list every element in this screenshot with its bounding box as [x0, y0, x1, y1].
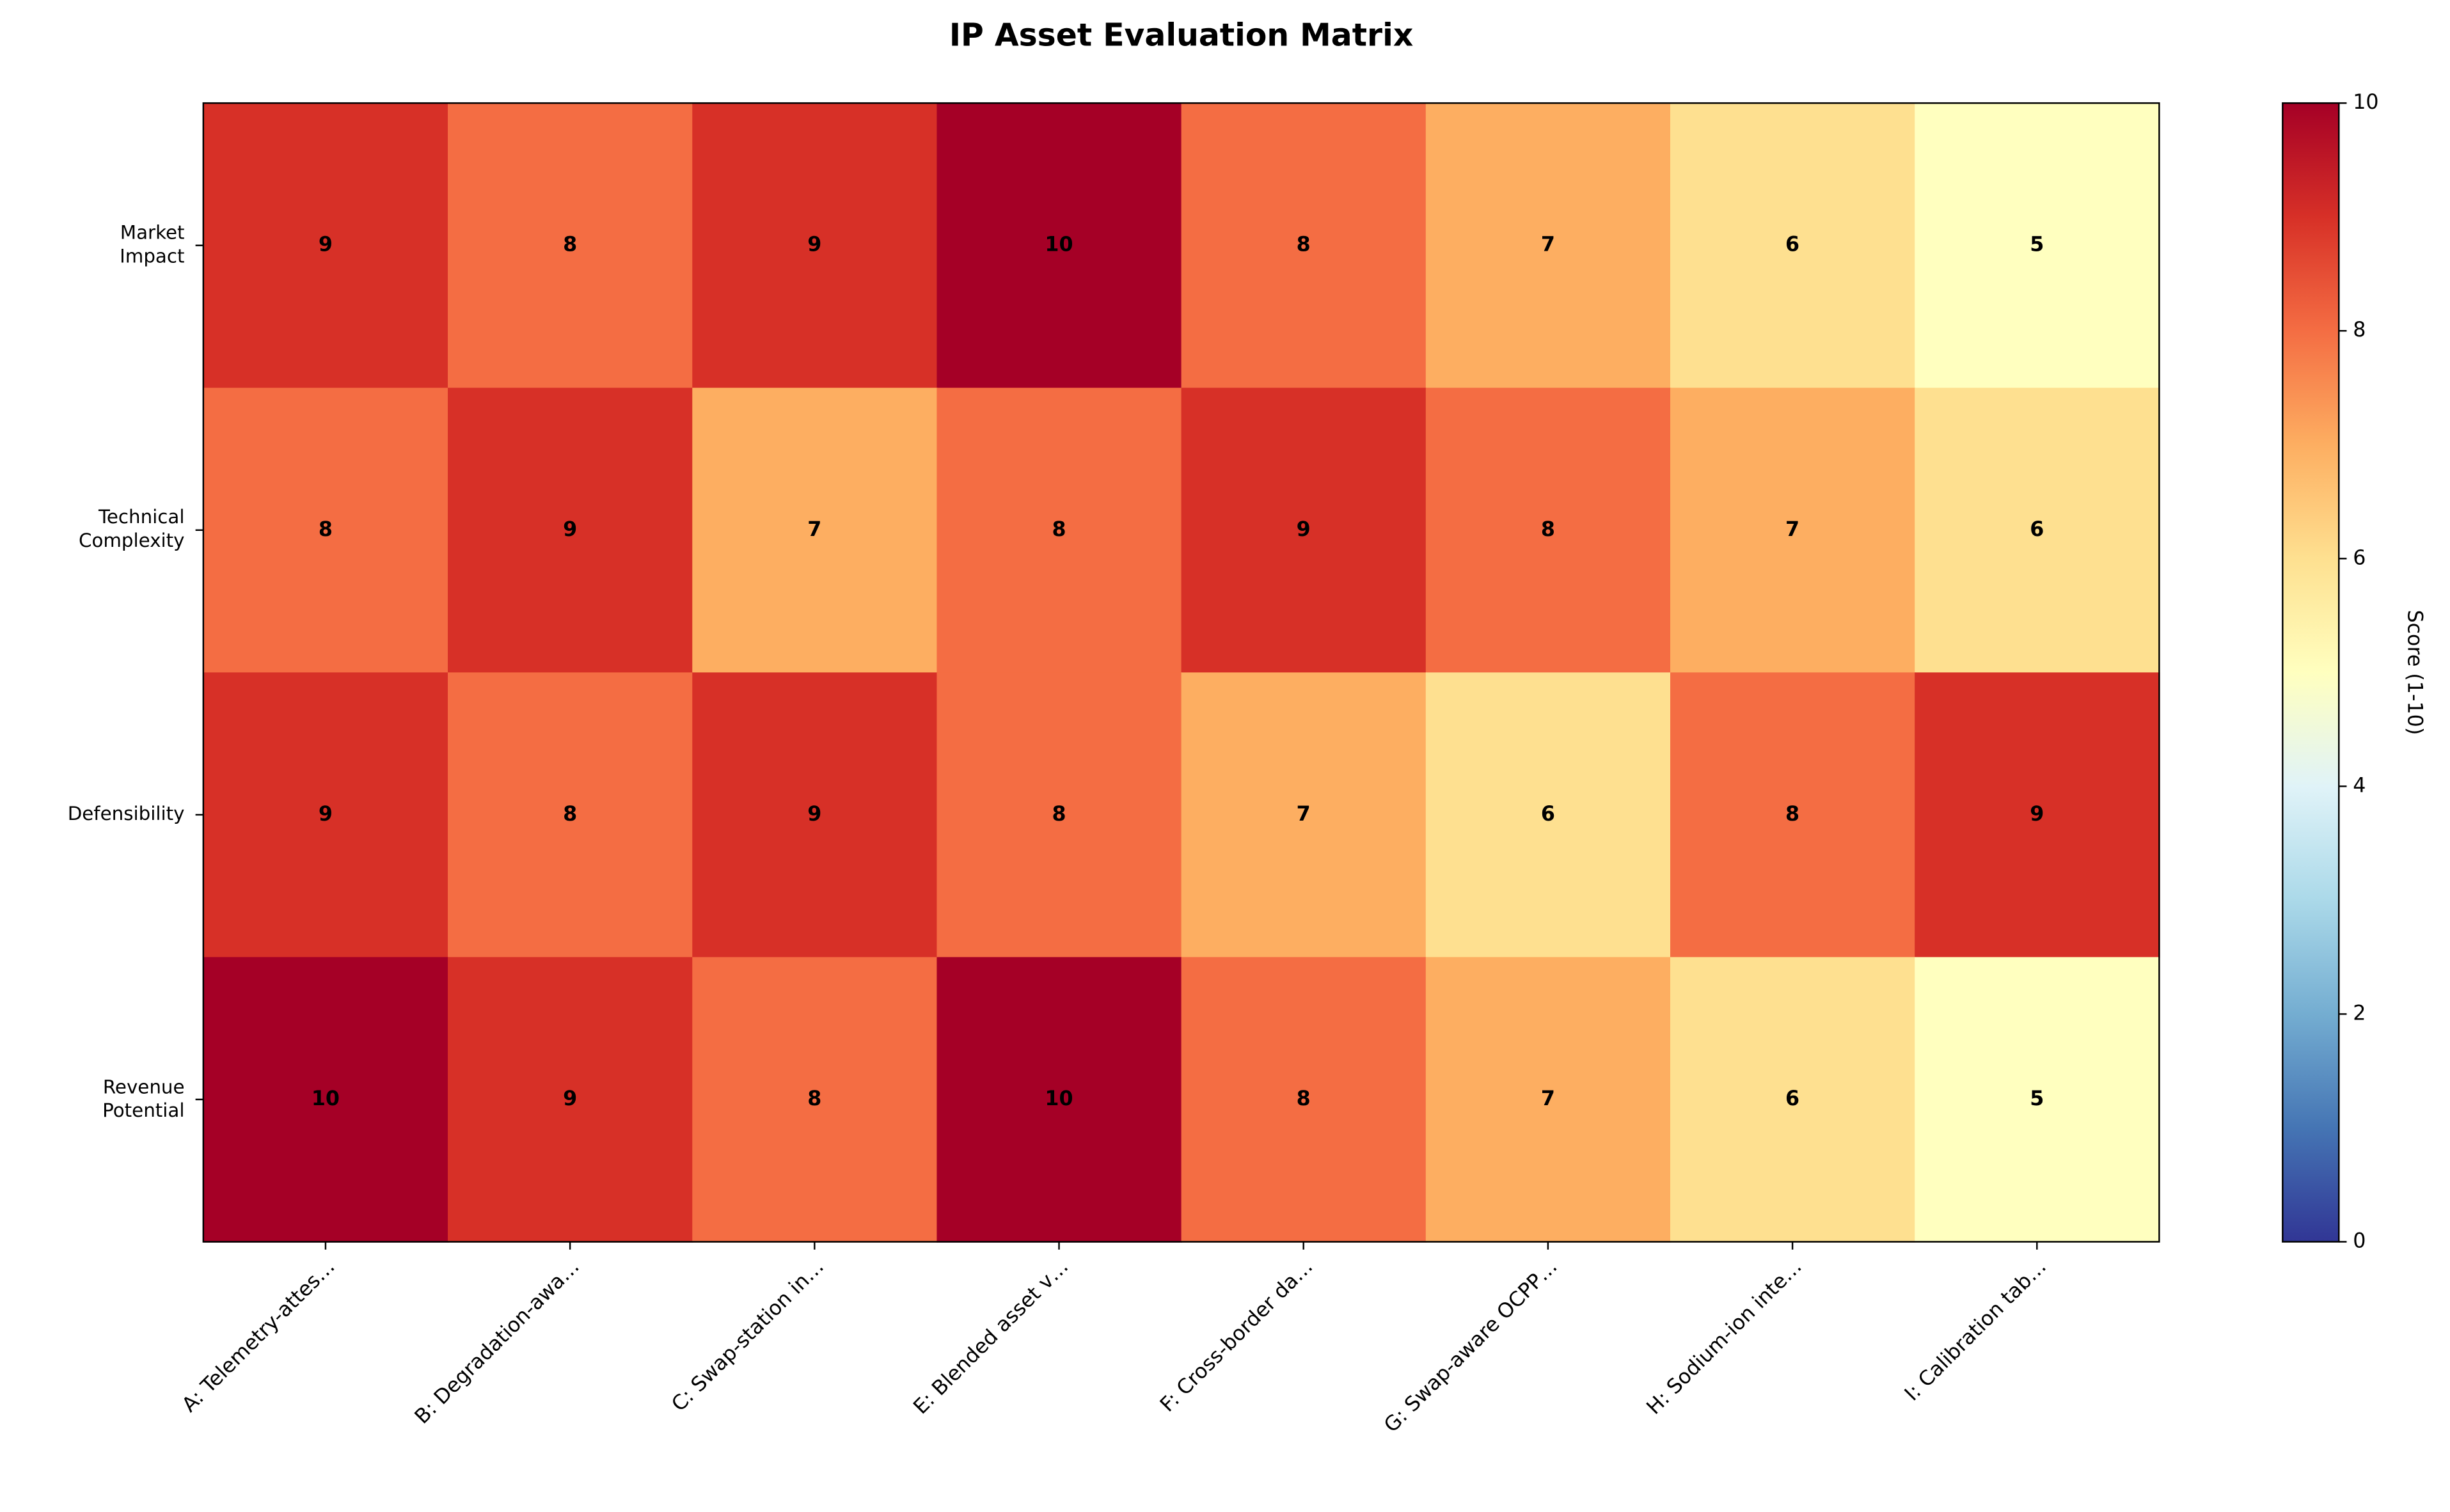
- plot-frame: [202, 102, 2160, 1243]
- cell-label: 10: [1045, 1087, 1073, 1110]
- cell-label: 8: [1541, 518, 1555, 541]
- heatmap-cell: [1425, 103, 1672, 389]
- heatmap-cell: [692, 957, 938, 1243]
- heatmap-cell: [1181, 103, 1427, 389]
- heatmap-cell: [203, 957, 449, 1243]
- cell-label: 8: [807, 1087, 821, 1110]
- cell-label: 5: [2030, 233, 2044, 256]
- x-tick-label: E: Blended asset v…: [909, 1255, 1073, 1419]
- heatmap-cell: [1670, 672, 1916, 958]
- colorbar-tick-label: 2: [2353, 1002, 2366, 1025]
- heatmap-cell: [448, 957, 693, 1243]
- colorbar: [2282, 102, 2340, 1243]
- cell-label: 9: [563, 1087, 577, 1110]
- y-tick-label: Revenue Potential: [102, 1076, 185, 1122]
- heatmap-cell: [937, 672, 1182, 958]
- cell-label: 7: [1297, 803, 1311, 826]
- cell-label: 9: [1297, 518, 1311, 541]
- heatmap-cell: [1670, 957, 1916, 1243]
- cell-label: 7: [1785, 518, 1799, 541]
- heatmap-cell: [203, 103, 449, 389]
- heatmap-cell: [1670, 103, 1916, 389]
- heatmap-cell: [448, 388, 693, 673]
- y-tick-label: Technical Complexity: [78, 507, 185, 552]
- heatmap-cell: [448, 103, 693, 389]
- heatmap-cell: [1181, 388, 1427, 673]
- cell-label: 8: [1297, 1087, 1311, 1110]
- cell-label: 9: [319, 803, 333, 826]
- heatmap-cell: [937, 103, 1182, 389]
- x-tick-label: C: Swap-station in…: [667, 1255, 828, 1416]
- cell-label: 8: [319, 518, 333, 541]
- cell-label: 8: [1052, 518, 1066, 541]
- heatmap-cell: [1915, 672, 2160, 958]
- heatmap-cell: [1915, 957, 2160, 1243]
- cell-label: 8: [563, 233, 577, 256]
- cell-label: 10: [1045, 233, 1073, 256]
- y-tick-label: Market Impact: [120, 222, 185, 267]
- heatmap-cell: [1181, 672, 1427, 958]
- chart-title: IP Asset Evaluation Matrix: [949, 17, 1413, 54]
- cell-label: 7: [807, 518, 821, 541]
- cell-label: 8: [1297, 233, 1311, 256]
- cell-label: 6: [1541, 803, 1555, 826]
- colorbar-tick-label: 0: [2353, 1230, 2366, 1253]
- heatmap-cell: [1181, 957, 1427, 1243]
- x-tick-label: G: Swap-aware OCPP…: [1380, 1255, 1562, 1437]
- cell-label: 8: [1052, 803, 1066, 826]
- heatmap-cell: [448, 672, 693, 958]
- heatmap-cell: [203, 672, 449, 958]
- heatmap-cell: [1425, 672, 1672, 958]
- cell-label: 6: [1785, 1087, 1799, 1110]
- heatmap-cell: [1915, 388, 2160, 673]
- cell-label: 9: [319, 233, 333, 256]
- cell-label: 10: [312, 1087, 340, 1110]
- cell-label: 7: [1541, 233, 1555, 256]
- x-tick-label: I: Calibration tab…: [1901, 1255, 2051, 1405]
- x-tick-label: B: Degradation-awa…: [411, 1255, 584, 1428]
- colorbar-tick-label: 6: [2353, 546, 2366, 569]
- heatmap-cell: [1425, 957, 1672, 1243]
- colorbar-tick-label: 4: [2353, 774, 2366, 797]
- colorbar-label: Score (1-10): [2403, 610, 2426, 735]
- x-tick-label: H: Sodium-ion inte…: [1642, 1255, 1806, 1419]
- heatmap-cell: [692, 672, 938, 958]
- heatmap-cell: [692, 103, 938, 389]
- cell-label: 5: [2030, 1087, 2044, 1110]
- cell-label: 6: [2030, 518, 2044, 541]
- heatmap-cell: [692, 388, 938, 673]
- heatmap-cell: [937, 957, 1182, 1243]
- cell-label: 9: [807, 803, 821, 826]
- cell-label: 8: [1785, 803, 1799, 826]
- heatmap-cell: [203, 388, 449, 673]
- cell-label: 7: [1541, 1087, 1555, 1110]
- cell-label: 8: [563, 803, 577, 826]
- cell-label: 9: [2030, 803, 2044, 826]
- heatmap-cell: [937, 388, 1182, 673]
- cell-label: 9: [563, 518, 577, 541]
- y-tick-label: Defensibility: [67, 803, 185, 825]
- colorbar-tick-label: 8: [2353, 319, 2366, 342]
- colorbar-tick-label: 10: [2353, 91, 2378, 114]
- cell-label: 6: [1785, 233, 1799, 256]
- heatmap-cell: [1915, 103, 2160, 389]
- heatmap-cell: [1670, 388, 1916, 673]
- x-tick-label: F: Cross-border da…: [1156, 1255, 1318, 1417]
- cell-label: 9: [807, 233, 821, 256]
- x-tick-label: A: Telemetry-attes…: [178, 1255, 340, 1417]
- heatmap-cell: [1425, 388, 1672, 673]
